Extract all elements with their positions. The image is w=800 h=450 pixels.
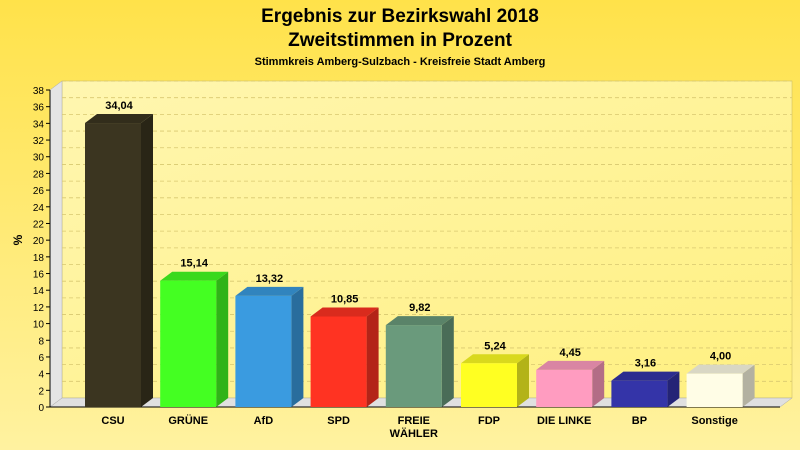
chart-subtitle: Zweitstimmen in Prozent <box>288 30 512 51</box>
data-label: 4,00 <box>710 351 731 363</box>
bar-grüne <box>160 280 217 407</box>
bar-sonstige <box>686 373 743 407</box>
bar-side <box>141 114 153 408</box>
x-tick-label: Sonstige <box>691 415 737 427</box>
bar-side <box>742 364 755 407</box>
bar-top <box>385 316 454 326</box>
y-tick-label: 22 <box>33 219 45 230</box>
x-tick-label: BP <box>632 415 647 427</box>
bar-side <box>517 354 529 407</box>
x-tick-label: DIE LINKE <box>537 415 591 427</box>
bar-bp <box>611 380 668 407</box>
bar-side <box>667 371 680 407</box>
y-tick-label: 38 <box>33 86 45 97</box>
bar-side <box>366 307 379 407</box>
bar-csu <box>85 123 141 408</box>
x-tick-label: AfD <box>254 415 274 427</box>
bar-top <box>160 271 229 281</box>
bar-top <box>686 364 755 374</box>
bar-afd <box>235 295 292 407</box>
chart-subsubtitle: Stimmkreis Amberg-Sulzbach - Kreisfreie … <box>255 56 546 68</box>
y-tick-label: 6 <box>38 353 44 364</box>
data-label: 9,82 <box>409 302 430 314</box>
bar-top <box>611 371 680 381</box>
bar-top <box>536 360 605 370</box>
left-wall <box>49 80 63 408</box>
bar-die-linke <box>536 369 593 407</box>
y-tick-label: 30 <box>33 153 45 164</box>
bar-side <box>592 360 605 407</box>
bar-top <box>310 307 379 317</box>
data-label: 4,45 <box>559 347 580 359</box>
bar-top <box>85 114 153 124</box>
y-tick-label: 26 <box>33 186 45 197</box>
y-tick-label: 2 <box>38 386 44 397</box>
x-tick-label: FDP <box>478 415 500 427</box>
y-tick-label: 16 <box>33 270 45 281</box>
data-label: 13,32 <box>256 273 284 285</box>
bar-top <box>235 286 304 296</box>
bar-fdp <box>461 363 517 407</box>
bar-spd <box>310 316 367 407</box>
y-tick-label: 28 <box>33 169 45 180</box>
y-axis-label: % <box>11 234 25 245</box>
bar-freie-wähler <box>385 325 442 407</box>
data-label: 34,04 <box>105 100 133 112</box>
y-tick-label: 24 <box>33 203 45 214</box>
x-tick-label: GRÜNE <box>168 414 208 427</box>
data-label: 15,14 <box>180 258 208 270</box>
chart-title: Ergebnis zur Bezirkswahl 2018 <box>261 6 539 27</box>
data-label: 10,85 <box>331 293 359 305</box>
y-tick-label: 4 <box>38 370 44 381</box>
y-tick-label: 8 <box>38 336 44 347</box>
bar-top <box>461 354 529 364</box>
x-tick-label: FREIE <box>398 415 430 427</box>
data-label: 3,16 <box>635 358 656 370</box>
y-tick-label: 0 <box>38 403 44 414</box>
y-tick-label: 18 <box>33 253 45 264</box>
y-tick-label: 34 <box>33 119 45 130</box>
bar-side <box>441 316 454 407</box>
x-tick-label: WÄHLER <box>390 427 438 440</box>
y-tick-label: 12 <box>33 303 45 314</box>
x-tick-label: CSU <box>101 415 124 427</box>
bar-side <box>216 271 229 407</box>
y-tick-label: 14 <box>33 286 45 297</box>
y-tick-label: 36 <box>33 103 45 114</box>
x-tick-label: SPD <box>327 415 350 427</box>
data-label: 5,24 <box>484 340 506 352</box>
y-tick-label: 10 <box>33 320 45 331</box>
y-tick-label: 20 <box>33 236 45 247</box>
bar-side <box>291 286 304 407</box>
y-tick-label: 32 <box>33 136 45 147</box>
